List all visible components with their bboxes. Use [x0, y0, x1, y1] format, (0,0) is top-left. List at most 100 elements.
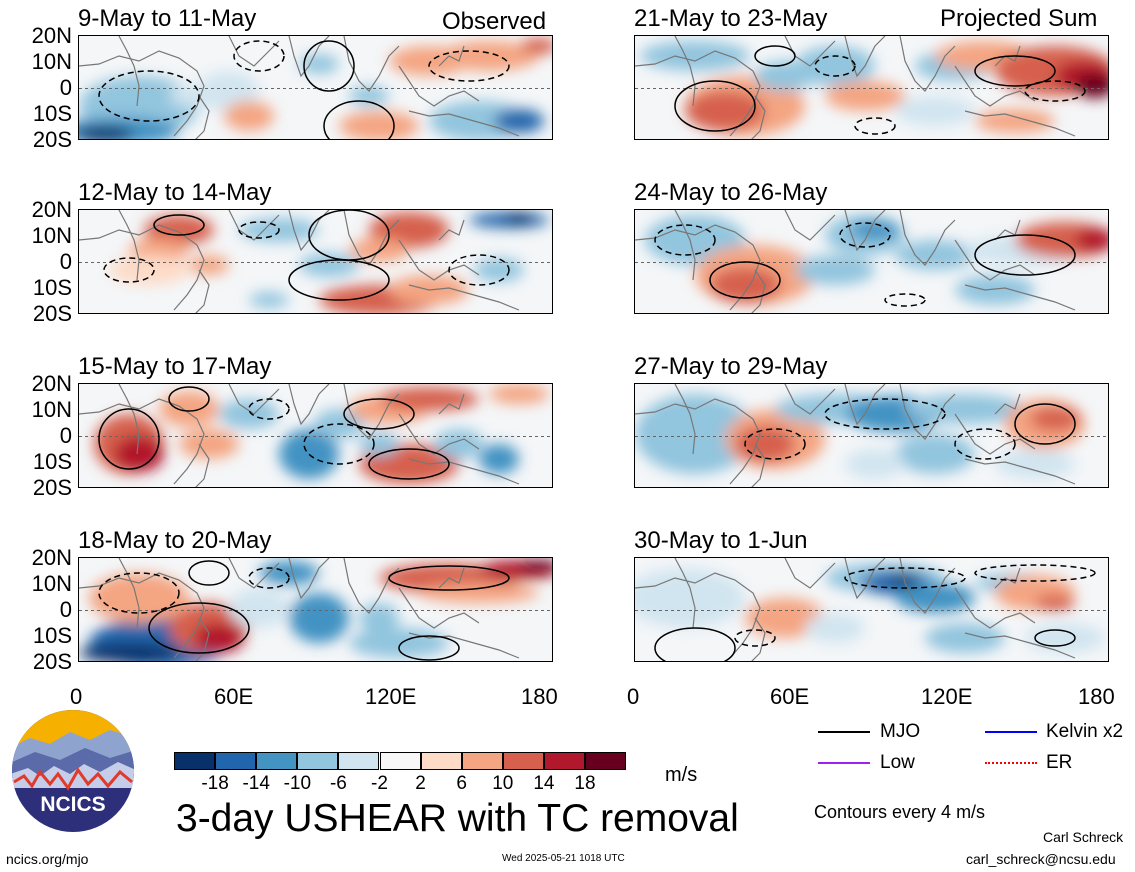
coastline — [674, 36, 696, 107]
lat-label: 10N — [31, 49, 72, 74]
mjo-contour — [303, 40, 355, 92]
footer-url: ncics.org/mjo — [6, 851, 89, 867]
lon-label-120e-right: 120E — [921, 684, 973, 709]
lat-label: 20S — [32, 649, 72, 674]
mjo-contour — [814, 55, 856, 77]
mjo-contour — [303, 423, 375, 465]
shear-anomaly — [379, 387, 479, 411]
coastline — [635, 224, 761, 311]
shear-anomaly — [905, 394, 1025, 424]
shear-anomaly — [299, 253, 359, 277]
coastline — [954, 587, 1036, 629]
lat-label: 20S — [32, 127, 72, 152]
shear-anomaly — [685, 91, 765, 131]
shear-anomaly — [419, 583, 539, 603]
mjo-contour — [248, 398, 290, 420]
mjo-contour — [428, 50, 510, 82]
shear-anomaly — [1025, 623, 1105, 653]
coastline — [195, 443, 210, 487]
coastline — [784, 558, 836, 589]
legend-line-mjo — [818, 731, 870, 733]
map-panel-5 — [634, 35, 1109, 140]
shear-anomaly — [845, 449, 905, 479]
footer-email: carl_schreck@ncsu.edu — [966, 851, 1116, 867]
shear-anomaly — [194, 623, 244, 653]
coastline — [899, 558, 956, 614]
lat-label: 20S — [32, 475, 72, 500]
coastline — [635, 572, 761, 659]
coastline — [408, 110, 520, 137]
mjo-contour — [654, 224, 716, 256]
coastline — [674, 558, 696, 629]
panel-title-5: 21-May to 23-May — [634, 5, 828, 32]
mjo-contour — [734, 629, 776, 647]
lat-label: 10N — [31, 397, 72, 422]
shear-anomaly — [339, 111, 419, 139]
coastline — [954, 65, 1036, 107]
coastline — [674, 384, 696, 455]
coastline — [343, 36, 400, 92]
colorbar-tick-label: -18 — [201, 773, 229, 794]
shear-anomaly — [1035, 595, 1075, 611]
coastline — [228, 384, 280, 415]
coastline — [408, 632, 520, 659]
coastline — [994, 45, 1021, 67]
mjo-contour — [974, 564, 1096, 582]
ncics-logo: NCICS — [12, 710, 134, 832]
mjo-contour — [343, 398, 415, 430]
lat-label: 20N — [31, 371, 72, 396]
shear-anomaly — [189, 255, 229, 275]
shear-anomaly — [825, 81, 905, 111]
coastline — [438, 45, 465, 67]
shear-anomaly — [1030, 407, 1080, 431]
mjo-contour — [674, 80, 756, 132]
panel-tag-projected: Projected Sum — [940, 5, 1098, 32]
shear-anomaly — [89, 573, 189, 623]
colorbar-units: m/s — [665, 764, 698, 786]
shear-anomaly — [489, 384, 549, 404]
shear-anomaly — [895, 96, 975, 126]
coastline — [288, 384, 330, 426]
shear-anomaly — [144, 215, 214, 245]
map-field — [635, 558, 1108, 661]
mjo-contour — [188, 560, 230, 586]
colorbar-tick-label: 10 — [492, 773, 514, 794]
shear-anomaly — [179, 429, 239, 459]
shear-anomaly — [479, 444, 519, 474]
coastline — [964, 110, 1076, 137]
coastline — [964, 458, 1076, 485]
legend-label-kelvin: Kelvin x2 — [1046, 721, 1124, 742]
lat-label: 0 — [59, 75, 72, 100]
colorbar-tick-label: 2 — [415, 773, 426, 794]
map-panel-1 — [78, 35, 553, 140]
colorbar-tick-label: -10 — [283, 773, 312, 794]
lat-label: 10S — [32, 101, 72, 126]
footer-author: Carl Schreck — [1043, 829, 1124, 845]
shear-anomaly — [519, 560, 552, 572]
colorbar-tick-label: -14 — [242, 773, 270, 794]
mjo-contour — [1034, 629, 1076, 647]
map-panel-3 — [78, 383, 553, 488]
coastline — [228, 558, 280, 589]
coastline — [408, 284, 520, 311]
colorbar-swatch — [543, 752, 585, 770]
panel-tag-observed: Observed — [442, 8, 547, 35]
mjo-contour — [954, 428, 1016, 460]
colorbar-swatch — [174, 752, 215, 770]
shear-anomaly — [895, 434, 975, 474]
coastline — [784, 36, 836, 67]
map-field — [79, 210, 552, 313]
shear-anomaly — [895, 240, 975, 270]
colorbar-swatch — [256, 752, 298, 770]
shear-anomaly — [229, 588, 289, 628]
map-field — [635, 210, 1108, 313]
panel-title-2: 12-May to 14-May — [78, 179, 272, 206]
mjo-contour — [368, 448, 450, 480]
footer-timestamp: Wed 2025-05-21 1018 UTC — [502, 853, 625, 864]
coastline — [899, 36, 956, 92]
logo-text: NCICS — [40, 793, 105, 816]
lon-label-180-left: 180 — [521, 684, 558, 709]
coastline — [438, 567, 465, 589]
mjo-contour — [1024, 80, 1086, 102]
coastline — [954, 239, 1036, 281]
